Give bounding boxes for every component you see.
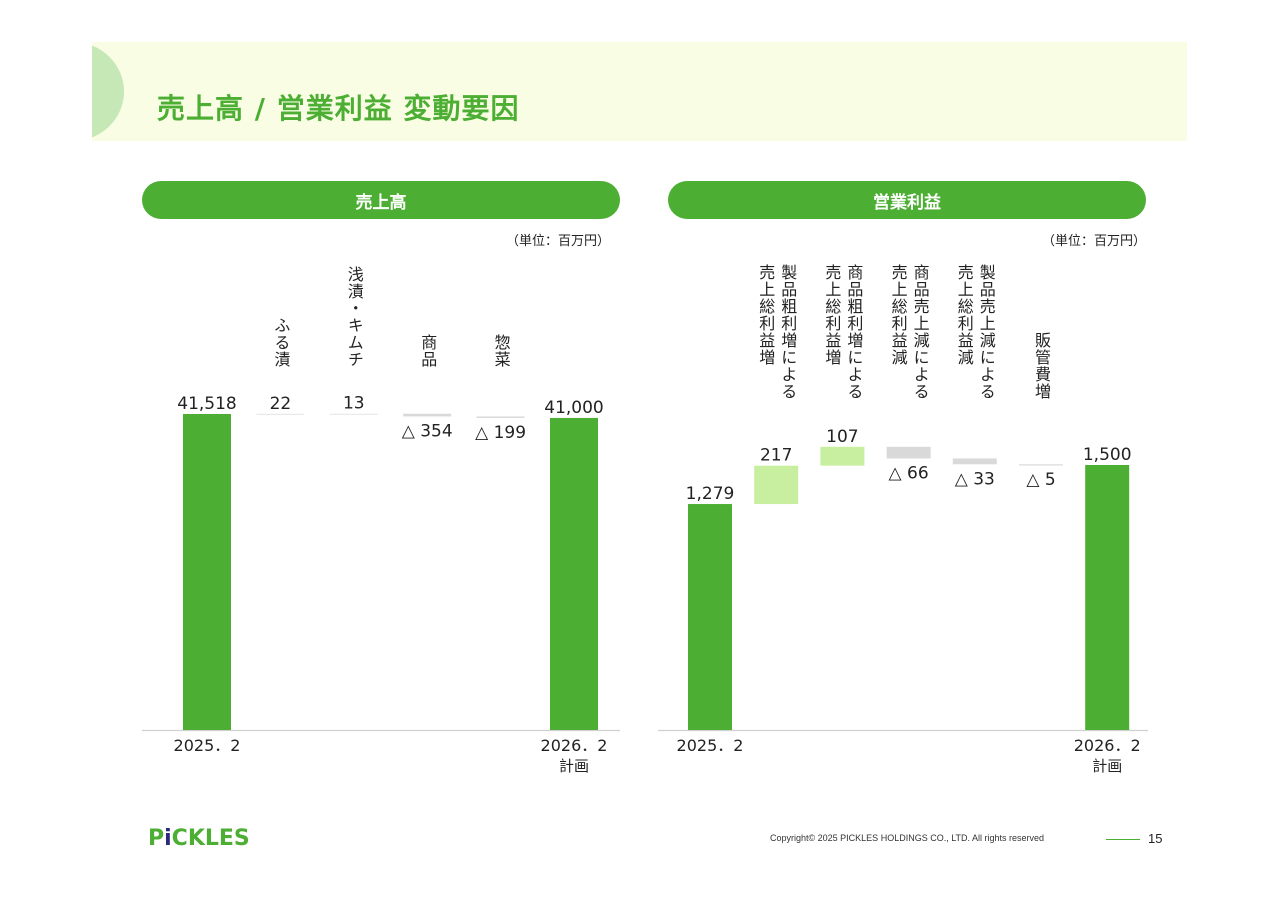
category-label-line: 販管費増 xyxy=(1032,332,1051,400)
x-tick-label: 2026．2 xyxy=(541,736,608,755)
category-label-line: 惣菜 xyxy=(491,334,511,368)
category-label: 浅漬・キムチ xyxy=(344,266,364,368)
x-tick-sublabel: 計画 xyxy=(1092,757,1122,775)
category-label: 販管費増 xyxy=(1031,332,1051,400)
waterfall-bar xyxy=(886,446,931,459)
category-label: 商品 xyxy=(417,334,437,368)
x-tick-label: 2025．2 xyxy=(677,736,744,755)
bar-value-label: △ 354 xyxy=(402,421,453,441)
category-label-line: 製品粗利増による xyxy=(778,264,798,400)
waterfall-bar xyxy=(329,413,378,415)
category-label-line: 浅漬・キムチ xyxy=(344,266,364,368)
category-label-line: ふる漬 xyxy=(271,317,291,368)
copyright-text: Copyright© 2025 PICKLES HOLDINGS CO., LT… xyxy=(770,833,1045,843)
waterfall-bar xyxy=(550,417,598,730)
bar-value-label: 13 xyxy=(343,394,365,414)
category-label-line: 商品 xyxy=(418,334,438,368)
bar-value-label: △ 199 xyxy=(475,423,526,443)
category-label: 製品売上減による 売上総利益減 xyxy=(954,264,996,400)
waterfall-bar xyxy=(952,458,997,465)
x-tick-label: 2025．2 xyxy=(174,736,241,755)
profit-unit-label: （単位：百万円） xyxy=(1041,234,1146,249)
waterfall-bar xyxy=(1085,465,1130,730)
bar-value-label: 217 xyxy=(760,446,792,466)
waterfall-bar xyxy=(476,416,525,418)
category-label-line: 商品売上減による xyxy=(910,264,930,400)
category-label: 製品粗利増による 売上総利益増 xyxy=(755,264,797,400)
waterfall-bar xyxy=(754,465,799,505)
x-tick-label: 2026．2 xyxy=(1074,736,1141,755)
category-label: 商品粗利増による 売上総利益増 xyxy=(821,264,863,400)
sales-waterfall-chart: 41,518 2025．2 22 13 △ 354 △ 199 41,000 2026．2 計画 xyxy=(142,394,620,775)
category-label-line: 売上総利益減 xyxy=(888,264,908,366)
pickles-logo: PiCKLES xyxy=(148,826,250,851)
waterfall-bar xyxy=(256,413,305,416)
waterfall-bar xyxy=(820,446,865,466)
bar-value-label: 41,000 xyxy=(544,398,603,418)
waterfall-bar xyxy=(1019,464,1063,466)
category-label-line: 売上総利益減 xyxy=(954,264,974,366)
category-label: 商品売上減による 売上総利益減 xyxy=(888,264,930,400)
page-title: 売上高 / 営業利益 変動要因 xyxy=(157,92,520,125)
category-label: ふる漬 xyxy=(270,317,290,368)
title-band xyxy=(92,42,1187,141)
bar-value-label: 22 xyxy=(270,394,292,414)
bar-value-label: △ 5 xyxy=(1026,470,1055,490)
category-label: 惣菜 xyxy=(491,334,511,368)
sales-unit-label: （単位：百万円） xyxy=(505,234,610,249)
bar-value-label: 107 xyxy=(826,427,858,447)
category-label-line: 売上総利益増 xyxy=(756,264,776,366)
copyright-divider xyxy=(1106,839,1140,840)
category-label-line: 商品粗利増による xyxy=(844,264,864,400)
bar-value-label: 1,500 xyxy=(1083,445,1132,465)
category-label-line: 製品売上減による xyxy=(976,264,996,400)
profit-section-header: 営業利益 xyxy=(668,181,1146,219)
bar-value-label: 41,518 xyxy=(177,394,236,414)
bar-value-label: △ 33 xyxy=(955,469,995,489)
x-tick-sublabel: 計画 xyxy=(559,757,589,775)
profit-waterfall-chart: 1,279 2025．2 217 107 △ 66 △ 33 △ 5 1,500 2026．2 計… xyxy=(658,427,1148,775)
title-accent-arc xyxy=(92,42,124,141)
waterfall-bar xyxy=(403,413,452,417)
bar-value-label: 1,279 xyxy=(686,484,735,504)
waterfall-bar xyxy=(183,414,231,730)
sales-section-header: 売上高 xyxy=(142,181,620,219)
page-number: 15 xyxy=(1148,831,1163,846)
category-label-line: 売上総利益増 xyxy=(822,264,842,366)
bar-value-label: △ 66 xyxy=(889,463,929,483)
waterfall-bar xyxy=(688,504,732,730)
